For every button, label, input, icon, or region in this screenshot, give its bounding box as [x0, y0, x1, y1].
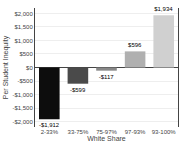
svg-text:97-93%: 97-93% — [125, 129, 146, 135]
svg-text:$596: $596 — [128, 42, 142, 48]
svg-text:2-33%: 2-33% — [41, 129, 59, 135]
svg-text:-$1,000: -$1,000 — [12, 92, 33, 98]
svg-text:33-75%: 33-75% — [68, 129, 89, 135]
svg-text:$1,934: $1,934 — [154, 6, 173, 12]
svg-text:75-97%: 75-97% — [96, 129, 117, 135]
svg-text:-$2,000: -$2,000 — [12, 119, 33, 125]
svg-text:-$1,500: -$1,500 — [12, 105, 33, 111]
svg-text:-$117: -$117 — [99, 74, 115, 80]
svg-text:$1,000: $1,000 — [14, 38, 33, 44]
svg-text:$0: $0 — [26, 65, 33, 71]
svg-text:$500: $500 — [19, 51, 33, 57]
svg-text:$2,000: $2,000 — [14, 11, 33, 17]
svg-text:Per Student Inequity: Per Student Inequity — [2, 35, 10, 99]
svg-text:White Share: White Share — [87, 135, 126, 142]
svg-text:-$500: -$500 — [17, 78, 33, 84]
svg-text:-$1,912: -$1,912 — [39, 122, 59, 128]
svg-text:$1,500: $1,500 — [14, 24, 33, 30]
svg-text:93-100%: 93-100% — [152, 129, 177, 135]
svg-text:-$599: -$599 — [70, 87, 86, 93]
